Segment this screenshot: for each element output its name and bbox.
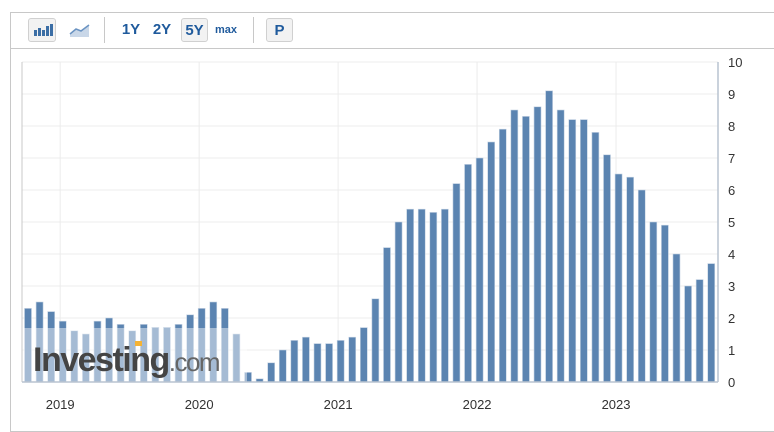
bar <box>325 343 333 383</box>
bar <box>580 119 588 383</box>
bar <box>267 362 275 383</box>
bar <box>649 221 658 383</box>
bar <box>348 336 357 383</box>
bar <box>336 340 345 383</box>
bar <box>707 263 716 383</box>
area-chart-button[interactable] <box>66 18 94 42</box>
bar <box>452 183 461 383</box>
bar <box>556 109 565 383</box>
toolbar-divider <box>104 17 105 43</box>
bar <box>510 109 519 383</box>
y-tick-label: 3 <box>728 279 735 294</box>
range-max-button[interactable]: max <box>214 24 238 36</box>
x-tick-label: 2020 <box>185 397 214 412</box>
bar <box>591 132 600 383</box>
bar <box>603 154 611 383</box>
range-1y-button[interactable]: 1Y <box>121 21 141 38</box>
bar <box>406 208 414 383</box>
bar <box>626 176 634 383</box>
watermark-text: Investing.com <box>33 341 219 379</box>
bar <box>487 141 496 383</box>
toolbar-divider <box>253 17 254 43</box>
bar <box>614 173 623 383</box>
bar <box>661 224 669 383</box>
bar <box>371 298 380 383</box>
y-tick-label: 9 <box>728 87 735 102</box>
y-tick-label: 7 <box>728 151 735 166</box>
y-tick-label: 5 <box>728 215 735 230</box>
bar <box>417 208 426 383</box>
bar <box>498 128 507 383</box>
x-tick-label: 2023 <box>602 397 631 412</box>
bar <box>278 349 287 383</box>
bar <box>545 90 553 383</box>
bar <box>360 327 368 383</box>
x-tick-label: 2021 <box>324 397 353 412</box>
bar <box>394 221 403 383</box>
bar <box>313 343 322 383</box>
y-tick-label: 10 <box>728 55 742 70</box>
bar <box>290 340 299 383</box>
chart-toolbar: 1Y 2Y 5Y max P <box>10 12 774 49</box>
bar <box>568 119 577 383</box>
bar <box>695 279 704 383</box>
y-tick-label: 8 <box>728 119 735 134</box>
bar <box>302 336 310 383</box>
bar <box>637 189 646 383</box>
y-tick-label: 6 <box>728 183 735 198</box>
p-button[interactable]: P <box>266 18 293 42</box>
x-tick-label: 2022 <box>463 397 492 412</box>
cpi-bar-chart: Investing.com 0 1 2 3 4 5 6 7 8 9 10 2019 2020 2021 20… <box>21 55 742 412</box>
bar <box>464 164 472 383</box>
area-chart-icon <box>69 24 90 37</box>
x-tick-label: 2019 <box>46 397 75 412</box>
range-2y-button[interactable]: 2Y <box>152 21 172 38</box>
y-tick-label: 4 <box>728 247 735 262</box>
y-tick-label: 2 <box>728 311 735 326</box>
range-5y-button[interactable]: 5Y <box>181 18 208 42</box>
bar-chart-button[interactable] <box>28 18 56 42</box>
bar <box>441 208 449 383</box>
y-tick-label: 0 <box>728 375 735 390</box>
bar <box>429 212 438 383</box>
bar-chart-icon <box>34 24 53 36</box>
bar <box>475 157 484 383</box>
bar <box>383 247 391 383</box>
bar <box>533 106 542 383</box>
watermark: Investing.com <box>22 328 247 382</box>
bar <box>522 116 530 383</box>
bar <box>684 285 692 383</box>
bar <box>672 253 681 383</box>
y-tick-label: 1 <box>728 343 735 358</box>
